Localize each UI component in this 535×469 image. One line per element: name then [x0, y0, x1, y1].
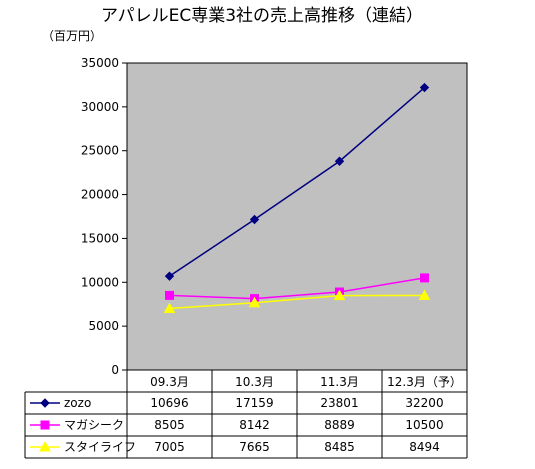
- table-cell-value: 23801: [320, 396, 358, 410]
- series-line: [169, 277, 425, 300]
- y-axis: 0 5000 10000 15000 20000 25000 30000 35000: [81, 56, 128, 377]
- series-3: [163, 289, 431, 314]
- y-tick-label: 0: [111, 363, 119, 377]
- data-point: [418, 289, 431, 300]
- y-tick-label: 30000: [81, 100, 119, 114]
- data-point: [333, 289, 346, 301]
- table-cell-value: 8889: [324, 418, 355, 432]
- table-cell-value: 7665: [239, 440, 270, 454]
- table-cell-value: 32200: [405, 396, 443, 410]
- data-table: 09.3月 10.3月 11.3月 12.3月（予） zozo 10696 17159 238…: [24, 370, 468, 459]
- y-tick-label: 10000: [81, 275, 119, 289]
- plot-area: [126, 62, 468, 371]
- table-cell-value: 10500: [405, 418, 443, 432]
- x-category-label: 10.3月: [235, 375, 274, 389]
- series-line: [169, 294, 425, 310]
- x-category-label: 11.3月: [320, 375, 359, 389]
- unit-label: （百万円）: [42, 29, 102, 43]
- legend-label: zozo: [64, 396, 91, 410]
- table-cell-value: 8142: [239, 418, 270, 432]
- legend-label: マガシーク: [64, 418, 124, 432]
- x-category-label: 12.3月（予）: [387, 375, 462, 389]
- plot-background: [126, 62, 468, 371]
- data-point: [419, 82, 430, 93]
- legend-marker: [40, 398, 50, 408]
- legend-label: スタイライフ: [64, 440, 136, 454]
- y-tick-label: 35000: [81, 56, 119, 70]
- chart-title: アパレルEC専業3社の売上高推移（連結）: [101, 6, 423, 26]
- table-cell-value: 17159: [235, 396, 273, 410]
- data-point: [334, 156, 345, 166]
- y-tick-label: 15000: [81, 231, 119, 245]
- table-cell-value: 8494: [409, 440, 440, 454]
- table-cell-value: 10696: [150, 396, 188, 410]
- series-1: [164, 82, 430, 281]
- y-tick-label: 5000: [88, 319, 119, 333]
- y-tick-label: 25000: [81, 144, 119, 158]
- data-point: [164, 271, 175, 281]
- table-cell-value: 8485: [324, 440, 355, 454]
- table-cell-value: 8505: [154, 418, 185, 432]
- data-point: [248, 296, 261, 308]
- data-point: [420, 273, 429, 283]
- legend-marker: [40, 420, 50, 430]
- data-point: [165, 290, 174, 300]
- x-category-label: 09.3月: [150, 375, 189, 389]
- legend-marker: [39, 440, 51, 452]
- data-point: [249, 214, 260, 225]
- data-point: [163, 302, 176, 314]
- y-tick-label: 20000: [81, 188, 119, 202]
- table-cell-value: 7005: [154, 440, 185, 454]
- series-line: [169, 86, 425, 277]
